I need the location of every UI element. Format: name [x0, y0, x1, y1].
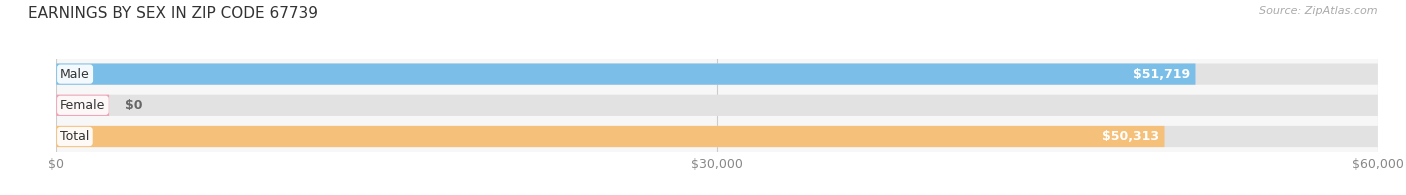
- FancyBboxPatch shape: [56, 95, 110, 116]
- Text: Source: ZipAtlas.com: Source: ZipAtlas.com: [1260, 6, 1378, 16]
- Text: Female: Female: [60, 99, 105, 112]
- Text: $0: $0: [125, 99, 142, 112]
- Text: Male: Male: [60, 68, 90, 81]
- FancyBboxPatch shape: [56, 64, 1195, 85]
- Text: Total: Total: [60, 130, 90, 143]
- FancyBboxPatch shape: [56, 64, 1378, 85]
- FancyBboxPatch shape: [56, 126, 1378, 147]
- Text: EARNINGS BY SEX IN ZIP CODE 67739: EARNINGS BY SEX IN ZIP CODE 67739: [28, 6, 318, 21]
- Text: $51,719: $51,719: [1133, 68, 1191, 81]
- FancyBboxPatch shape: [56, 95, 1378, 116]
- Text: $50,313: $50,313: [1102, 130, 1159, 143]
- FancyBboxPatch shape: [56, 126, 1164, 147]
